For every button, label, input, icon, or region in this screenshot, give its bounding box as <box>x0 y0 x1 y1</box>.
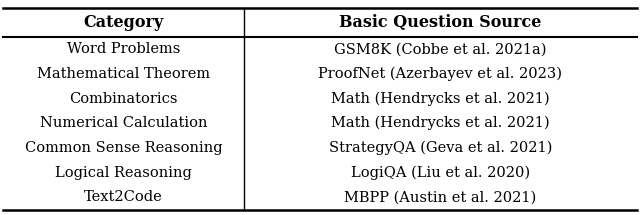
Text: Basic Question Source: Basic Question Source <box>339 14 541 31</box>
Text: LogiQA (Liu et al. 2020): LogiQA (Liu et al. 2020) <box>351 165 530 180</box>
Text: Combinatorics: Combinatorics <box>69 92 178 106</box>
Text: Mathematical Theorem: Mathematical Theorem <box>37 67 210 81</box>
Text: Category: Category <box>83 14 164 31</box>
Text: Math (Hendrycks et al. 2021): Math (Hendrycks et al. 2021) <box>331 116 550 131</box>
Text: StrategyQA (Geva et al. 2021): StrategyQA (Geva et al. 2021) <box>329 141 552 155</box>
Text: Common Sense Reasoning: Common Sense Reasoning <box>25 141 222 155</box>
Text: GSM8K (Cobbe et al. 2021a): GSM8K (Cobbe et al. 2021a) <box>334 42 547 56</box>
Text: Numerical Calculation: Numerical Calculation <box>40 116 207 130</box>
Text: Word Problems: Word Problems <box>67 42 180 56</box>
Text: ProofNet (Azerbayev et al. 2023): ProofNet (Azerbayev et al. 2023) <box>318 67 563 81</box>
Text: Text2Code: Text2Code <box>84 190 163 204</box>
Text: MBPP (Austin et al. 2021): MBPP (Austin et al. 2021) <box>344 190 536 204</box>
Text: Math (Hendrycks et al. 2021): Math (Hendrycks et al. 2021) <box>331 91 550 106</box>
Text: Logical Reasoning: Logical Reasoning <box>55 166 192 180</box>
